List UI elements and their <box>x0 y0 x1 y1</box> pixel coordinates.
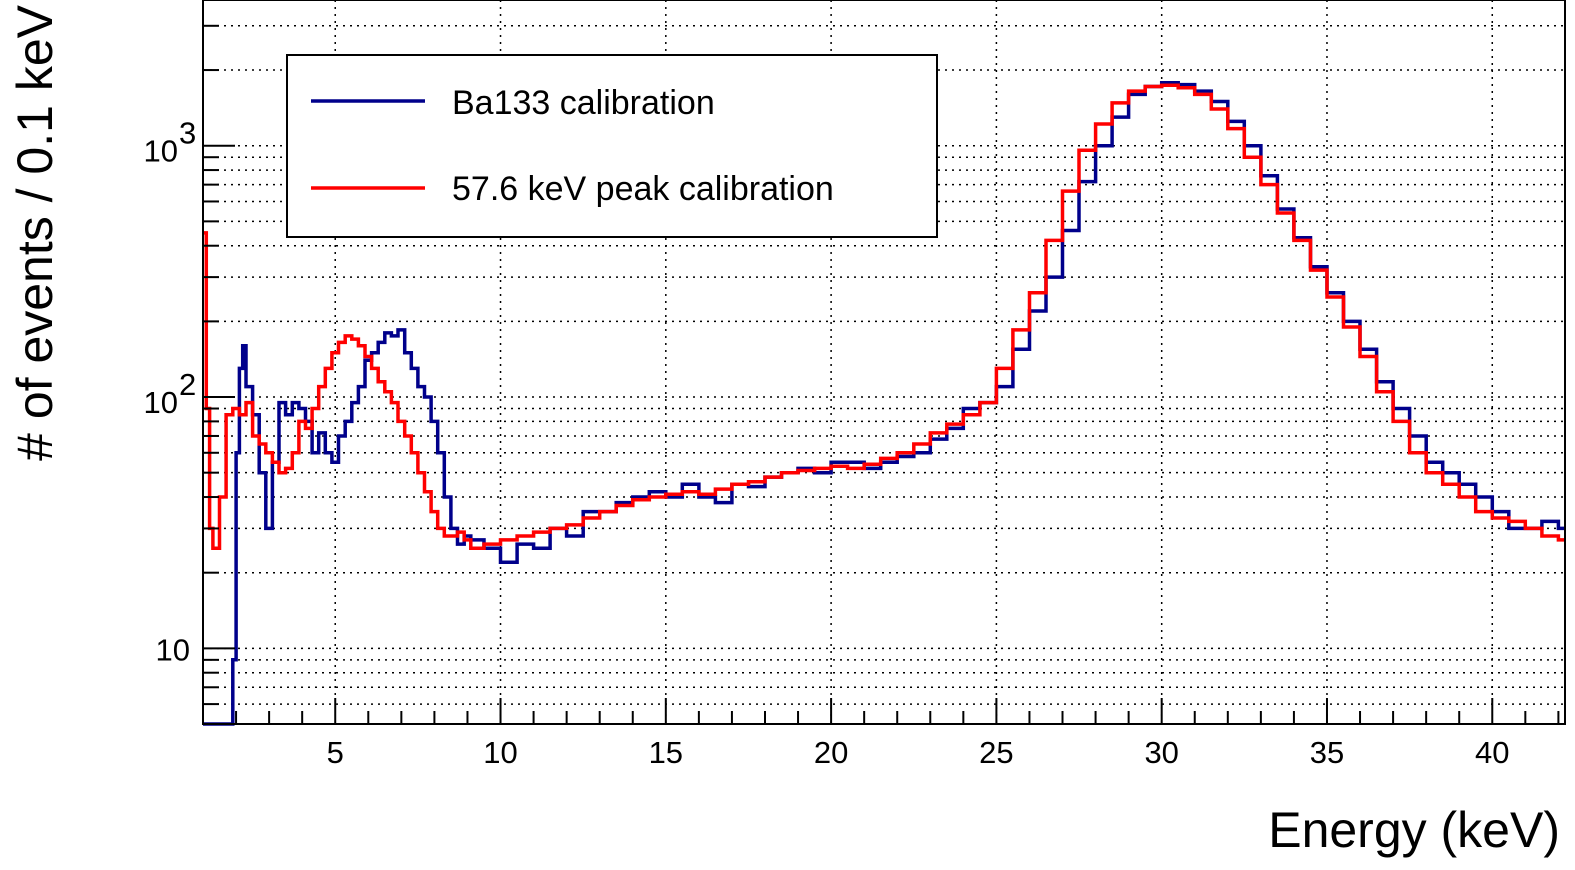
legend-label-ba133: Ba133 calibration <box>452 84 715 122</box>
x-tick-label: 40 <box>1475 735 1509 770</box>
series-line-1 <box>203 83 1565 551</box>
series-line-0 <box>203 81 1565 726</box>
x-tick-label: 20 <box>814 735 848 770</box>
x-tick-label: 25 <box>979 735 1013 770</box>
data-series <box>203 81 1565 726</box>
x-tick-label: 35 <box>1310 735 1344 770</box>
x-tick-label: 30 <box>1144 735 1178 770</box>
legend-box <box>286 54 938 238</box>
y-tick-label-exponent: 2 <box>179 367 196 402</box>
plot-frame <box>202 0 1566 725</box>
legend-label-57-6kev: 57.6 keV peak calibration <box>452 170 834 208</box>
y-tick-label-base: 10 <box>144 385 178 420</box>
x-tick-label: 5 <box>327 735 344 770</box>
y-tick-label-base: 10 <box>144 134 178 169</box>
y-tick-label: 10 <box>156 632 190 667</box>
y-tick-label-exponent: 3 <box>179 116 196 151</box>
x-axis-title: Energy (keV) <box>1268 802 1560 858</box>
axis-ticks <box>202 24 1560 725</box>
x-tick-label: 15 <box>649 735 683 770</box>
legend: Ba133 calibration 57.6 keV peak calibrat… <box>286 54 938 238</box>
y-axis-title: # of events / 0.1 keV <box>7 4 63 460</box>
x-tick-label: 10 <box>483 735 517 770</box>
